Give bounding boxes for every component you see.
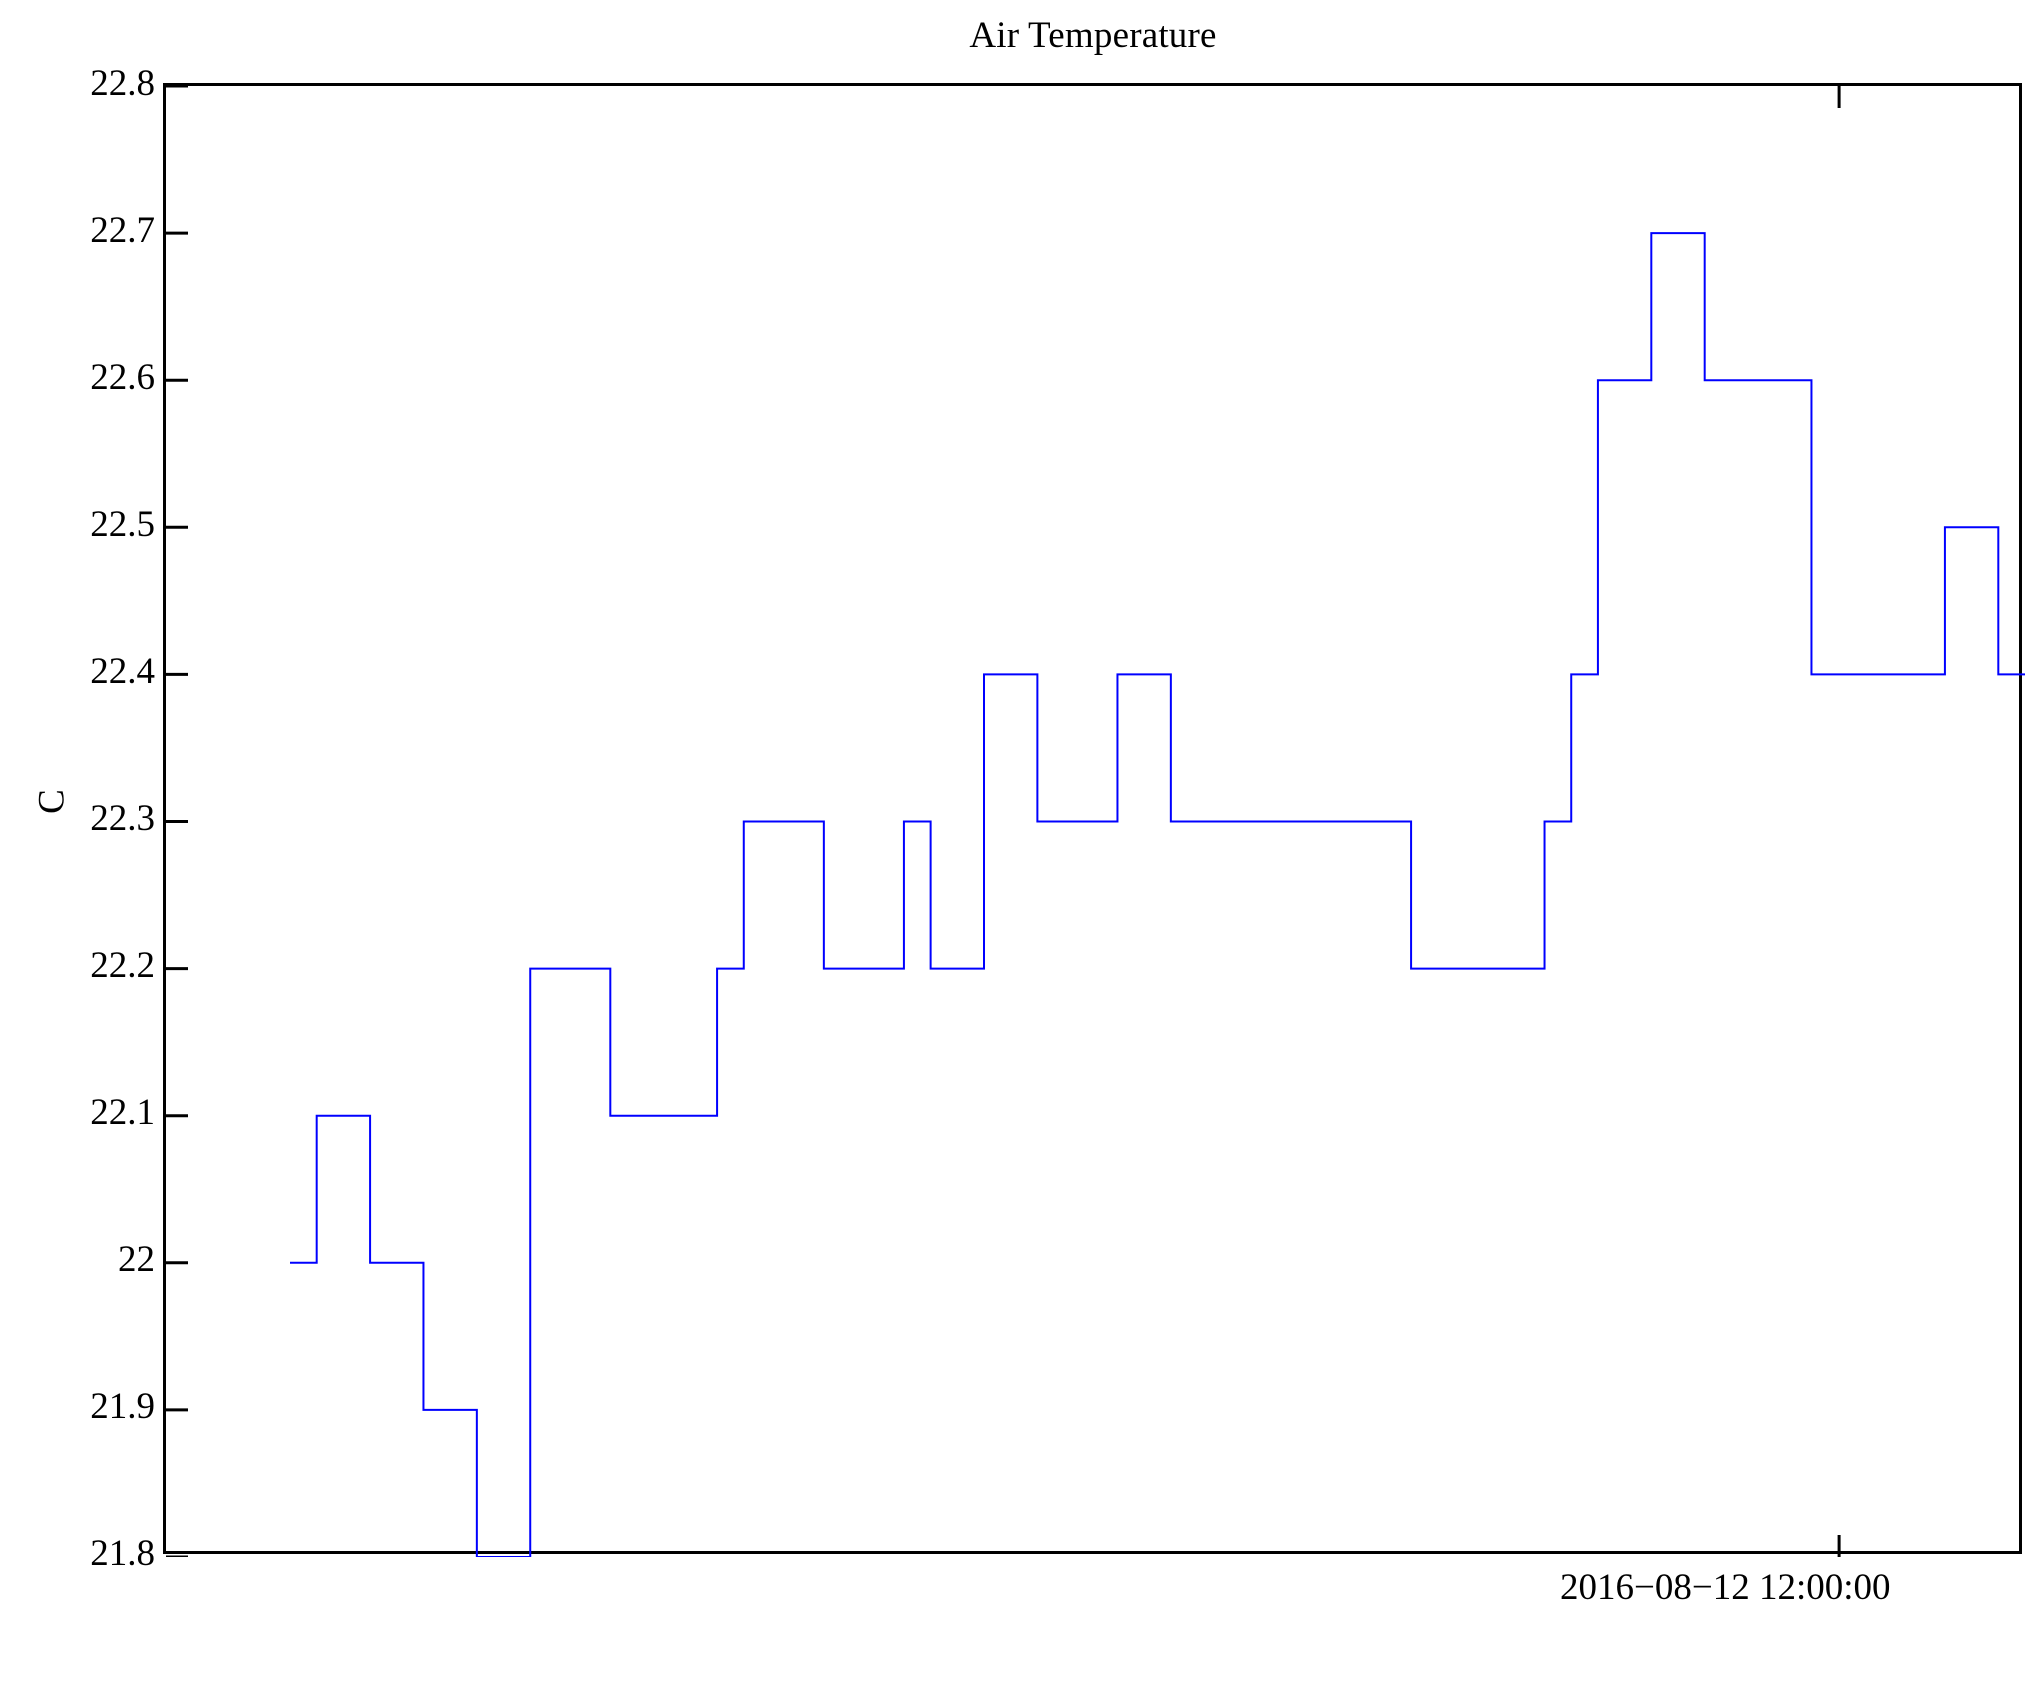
chart-title: Air Temperature [0, 14, 2042, 58]
y-tick-22-6: 22.6 [90, 357, 155, 398]
y-tick-22-3: 22.3 [90, 798, 155, 839]
x-axis-tick-label: 2016−08−12 12:00:00 [1560, 1567, 1891, 1608]
y-tick-22-2: 22.2 [90, 945, 155, 986]
y-tick-21-8: 21.8 [90, 1533, 155, 1574]
y-axis-ticks [166, 86, 188, 1557]
y-tick-22-8: 22.8 [90, 63, 155, 104]
y-tick-22-1: 22.1 [90, 1092, 155, 1133]
y-tick-22-4: 22.4 [90, 651, 155, 692]
y-tick-22-5: 22.5 [90, 504, 155, 545]
y-axis-tick-labels: 22.8 22.7 22.6 22.5 22.4 22.3 22.2 22.1 … [0, 0, 155, 1683]
temperature-series-line [290, 233, 2025, 1557]
plot-area [163, 83, 2025, 1557]
y-tick-22-7: 22.7 [90, 210, 155, 251]
y-tick-21-9: 21.9 [90, 1386, 155, 1427]
plot-svg [166, 86, 2025, 1557]
y-tick-22: 22 [118, 1239, 155, 1280]
chart-title-text: Air Temperature [969, 15, 1217, 56]
